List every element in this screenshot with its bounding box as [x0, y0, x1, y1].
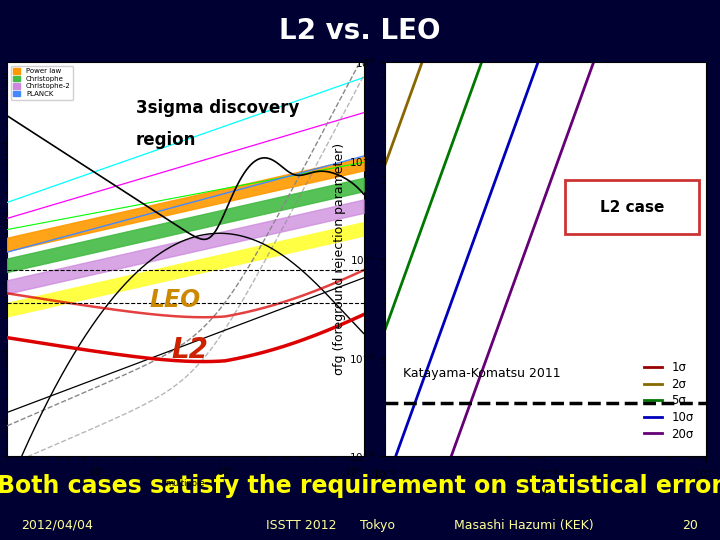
Text: L2 case: L2 case — [600, 200, 664, 215]
Text: Tokyo: Tokyo — [360, 518, 395, 532]
X-axis label: r: r — [542, 482, 549, 500]
Text: Katayama-Komatsu 2011: Katayama-Komatsu 2011 — [403, 367, 561, 380]
Text: 20: 20 — [683, 518, 698, 532]
Text: Masashi Hazumi (KEK): Masashi Hazumi (KEK) — [454, 518, 593, 532]
Text: ISSTT 2012: ISSTT 2012 — [266, 518, 337, 532]
Text: L2 vs. LEO: L2 vs. LEO — [279, 17, 441, 45]
X-axis label: multipole: multipole — [166, 479, 205, 488]
Text: 3sigma discovery: 3sigma discovery — [135, 99, 299, 117]
Legend: Power law, Christophe, Christophe-2, PLANCK: Power law, Christophe, Christophe-2, PLA… — [11, 65, 73, 99]
Text: LEO: LEO — [150, 287, 201, 312]
Legend: 1σ, 2σ, 5σ, 10σ, 20σ: 1σ, 2σ, 5σ, 10σ, 20σ — [639, 355, 700, 447]
Text: region: region — [135, 131, 196, 149]
Y-axis label: σfg (foreground rejection parameter): σfg (foreground rejection parameter) — [333, 143, 346, 375]
Text: L2: L2 — [171, 336, 208, 364]
Text: 2012/04/04: 2012/04/04 — [22, 518, 94, 532]
Text: Both cases satisfy the requirement on statistical error: Both cases satisfy the requirement on st… — [0, 474, 720, 498]
FancyBboxPatch shape — [564, 180, 699, 234]
